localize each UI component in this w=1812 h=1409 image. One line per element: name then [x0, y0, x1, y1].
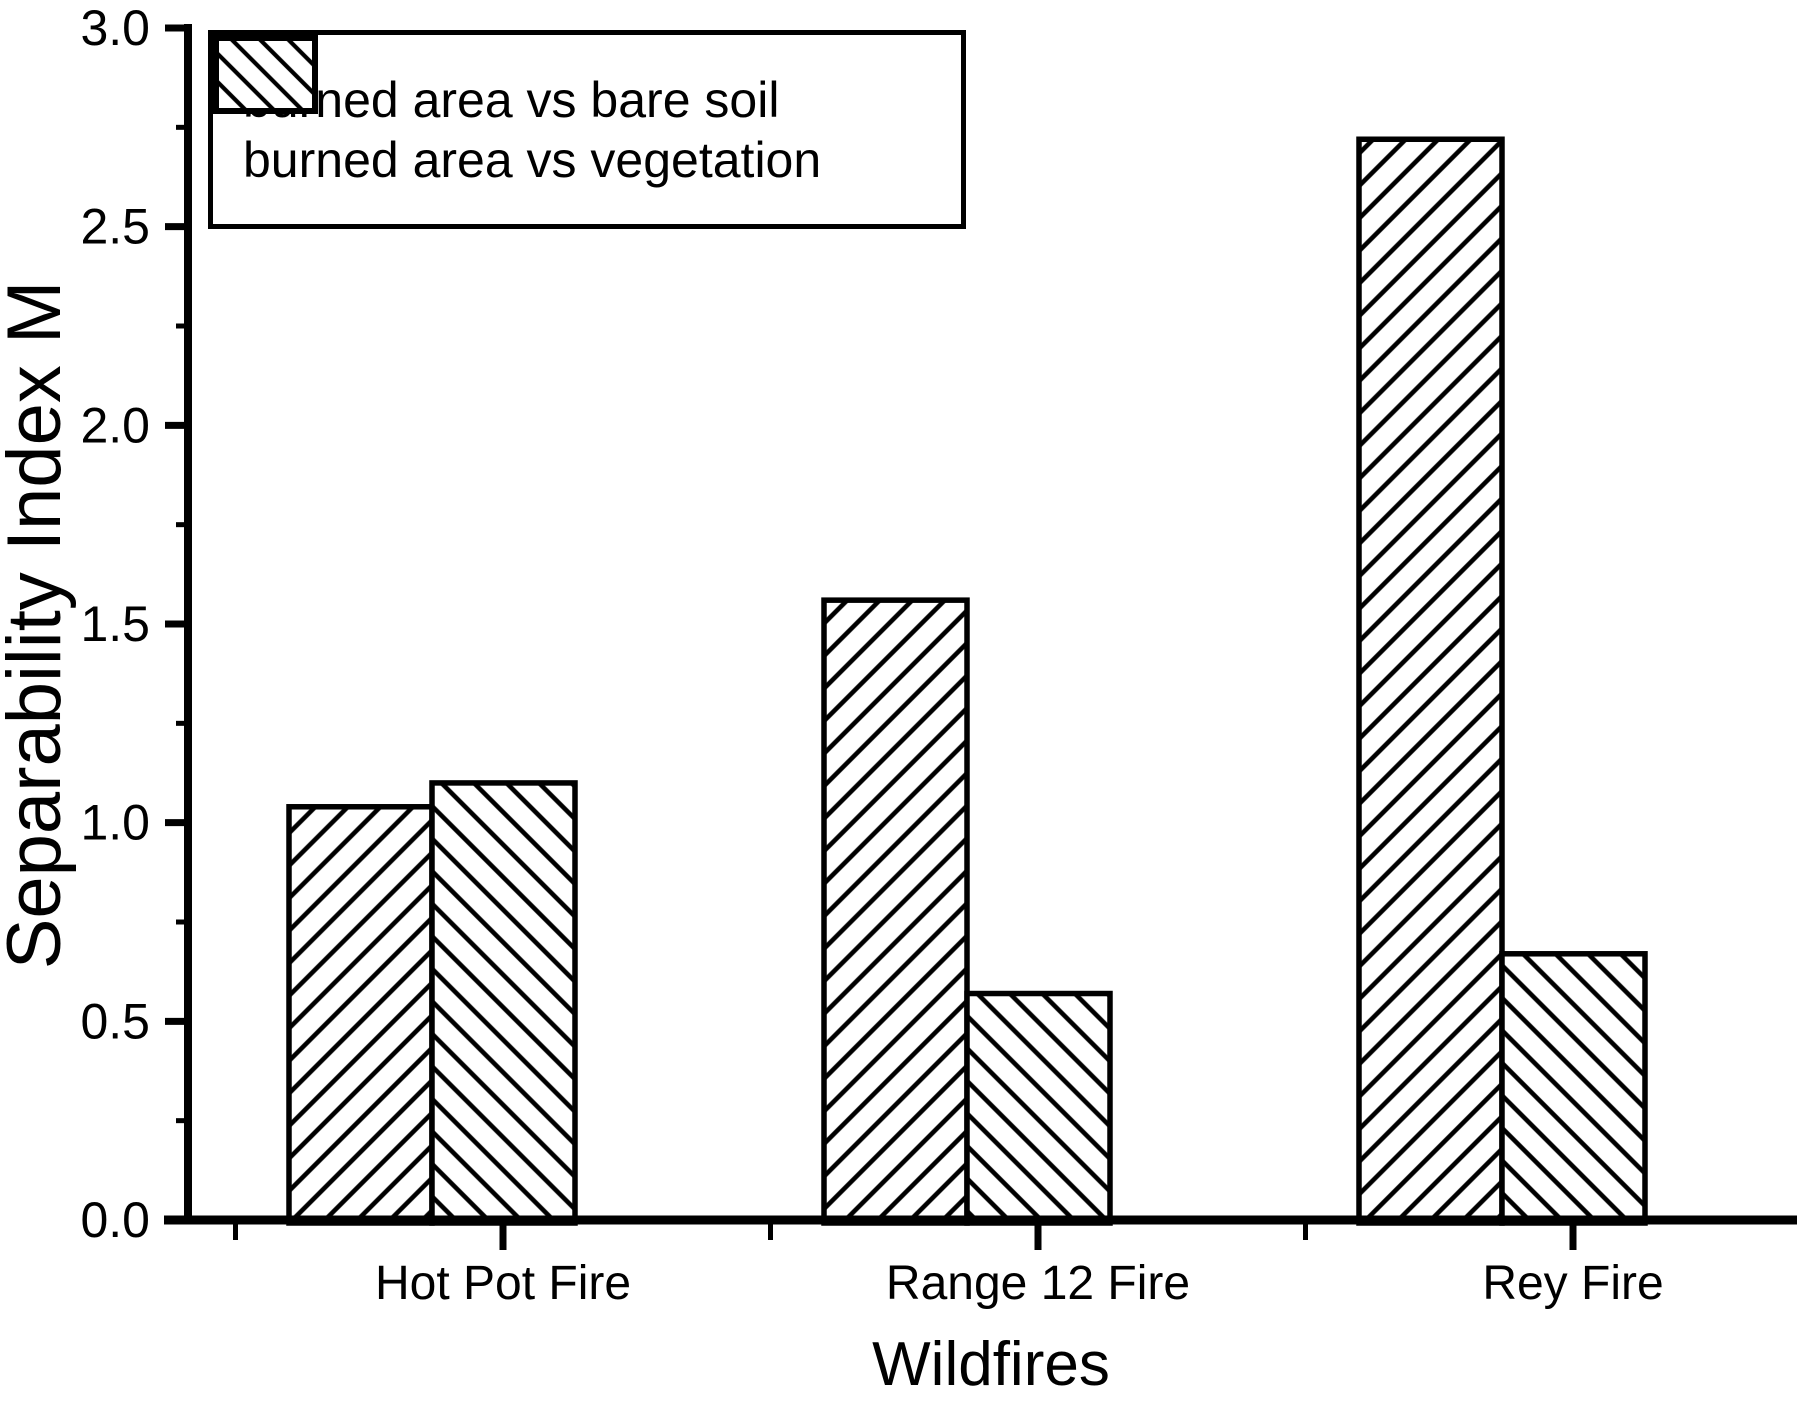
legend-item-label: burned area vs bare soil	[243, 71, 780, 128]
bar-hot-pot-fire-burned-area-vs-vegetation	[429, 780, 578, 1226]
legend: burned area vs bare soil burned area vs …	[208, 30, 966, 229]
bar-rey-fire-burned-area-vs-vegetation	[1499, 951, 1648, 1226]
y-tick-label: 2.5	[80, 199, 150, 255]
y-tick-label: 0.0	[80, 1192, 150, 1248]
legend-item-label: burned area vs vegetation	[243, 131, 822, 188]
legend-swatch-backward-hatch-icon	[213, 35, 318, 114]
x-category-label-hot-pot-fire: Hot Pot Fire	[374, 1257, 632, 1310]
y-tick-label: 0.5	[80, 993, 150, 1049]
legend-item-vegetation: burned area vs vegetation	[213, 35, 961, 188]
y-tick-label: 2.0	[80, 397, 150, 453]
bar-range-12-fire-burned-area-vs-vegetation	[964, 990, 1113, 1226]
bar-rey-fire-burned-area-vs-bare-soil	[1356, 136, 1505, 1226]
legend-item-bare-soil: burned area vs bare soil	[213, 35, 961, 128]
x-category-label-rey-fire: Rey Fire	[1482, 1257, 1664, 1310]
x-category-label-range-12-fire: Range 12 Fire	[885, 1257, 1191, 1310]
y-tick-label: 1.5	[80, 596, 150, 652]
y-axis-title: Separability Index M	[0, 280, 77, 970]
y-tick-label: 3.0	[80, 0, 150, 56]
bar-hot-pot-fire-burned-area-vs-bare-soil	[286, 804, 435, 1226]
x-axis-title: Wildfires	[872, 1330, 1110, 1399]
bar-range-12-fire-burned-area-vs-bare-soil	[821, 597, 970, 1226]
y-tick-label: 1.0	[80, 795, 150, 851]
